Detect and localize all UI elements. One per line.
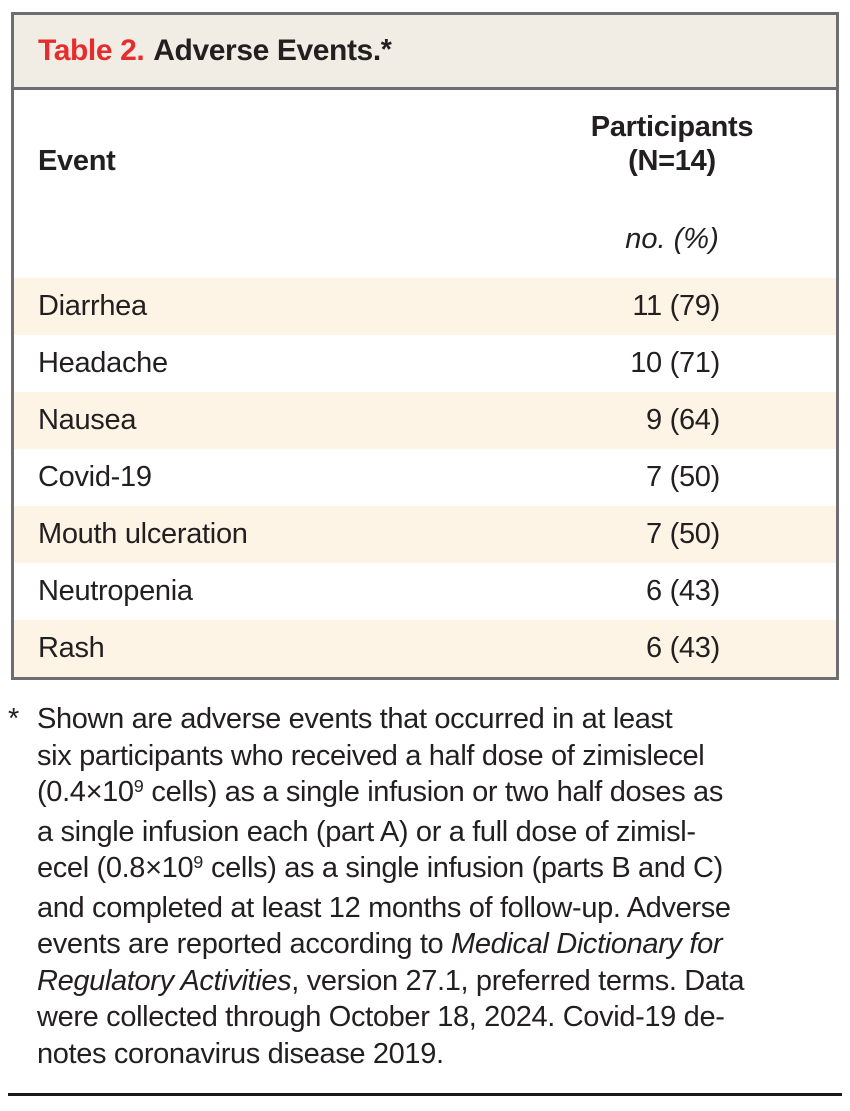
table-row: Mouth ulceration 7 (50) [14, 506, 836, 563]
table-title-bar: Table 2. Adverse Events. * [14, 15, 836, 90]
value-cell: 11 (79) [632, 290, 720, 322]
table-row: Diarrhea 11 (79) [14, 278, 836, 335]
table-footnote: * Shown are adverse events that occurred… [8, 701, 844, 1072]
event-cell: Headache [38, 347, 168, 379]
table-row: Covid-19 7 (50) [14, 449, 836, 506]
value-cell: 6 (43) [646, 632, 720, 664]
event-cell: Nausea [38, 404, 137, 436]
table-row: Rash 6 (43) [14, 620, 836, 677]
column-header-event: Event [38, 145, 116, 177]
table-title-text: Adverse Events. [153, 34, 381, 67]
event-cell: Diarrhea [38, 290, 147, 322]
value-cell: 7 (50) [646, 518, 720, 550]
unit-header: no. (%) [625, 223, 719, 255]
adverse-events-table: Table 2. Adverse Events. * Event Participa… [11, 12, 839, 680]
participants-header-line1: Participants [590, 111, 754, 143]
column-header-participants: Participants (N=14) [532, 110, 812, 178]
table-header: Event Participants (N=14) no. (%) [14, 90, 836, 278]
participants-header-line2: (N=14) [628, 145, 716, 177]
event-cell: Rash [38, 632, 105, 664]
footnote-marker: * [8, 703, 19, 735]
value-cell: 10 (71) [630, 347, 720, 379]
value-cell: 7 (50) [646, 461, 720, 493]
table-number-label: Table 2. [38, 34, 145, 67]
value-cell: 6 (43) [646, 575, 720, 607]
table-row: Neutropenia 6 (43) [14, 563, 836, 620]
table-rows: Diarrhea 11 (79) Headache 10 (71) Nausea… [14, 278, 836, 677]
bottom-rule [8, 1093, 842, 1096]
table-row: Headache 10 (71) [14, 335, 836, 392]
table-row: Nausea 9 (64) [14, 392, 836, 449]
value-cell: 9 (64) [646, 404, 720, 436]
footnote-lines: Shown are adverse events that occurred i… [37, 703, 745, 1070]
event-cell: Mouth ulceration [38, 518, 248, 550]
title-footnote-marker: * [380, 33, 392, 66]
event-cell: Covid-19 [38, 461, 152, 493]
table-body: Event Participants (N=14) no. (%) Diarrh… [14, 90, 836, 677]
event-cell: Neutropenia [38, 575, 193, 607]
